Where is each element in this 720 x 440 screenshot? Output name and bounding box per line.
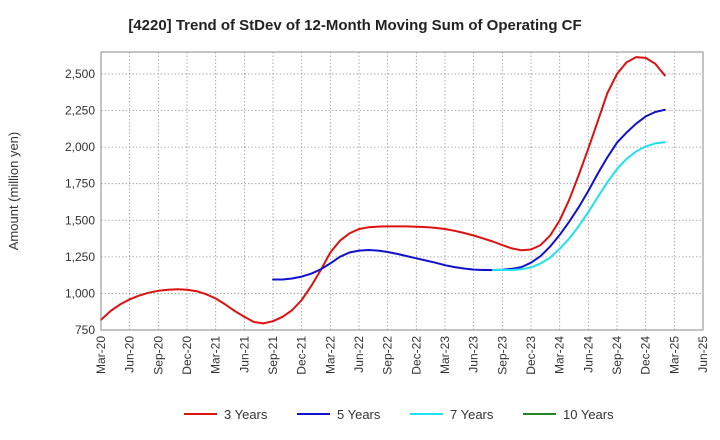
x-tick-label: Dec-21 <box>295 336 309 375</box>
series-line <box>272 108 666 281</box>
x-tick-label: Jun-22 <box>352 336 366 373</box>
legend-label: 7 Years <box>450 407 494 422</box>
legend-label: 3 Years <box>224 407 268 422</box>
x-tick-label: Mar-25 <box>667 336 681 374</box>
x-tick-labels: Mar-20 Jun-20 Sep-20 Dec-20 Mar-21 Jun-21 Sep-… <box>94 336 710 375</box>
x-tick-label: Dec-24 <box>639 336 653 375</box>
x-tick-label: Sep-24 <box>610 336 624 375</box>
plot-frame <box>100 51 704 331</box>
y-tick-label: 1,000 <box>65 286 95 300</box>
x-tick-label: Mar-20 <box>94 336 108 374</box>
series-lines <box>100 56 666 325</box>
x-tick-label: Jun-20 <box>123 336 137 373</box>
plot-area <box>101 52 703 330</box>
x-tick-label: Jun-23 <box>467 336 481 373</box>
x-tick-label: Mar-22 <box>323 336 337 374</box>
x-tick-label: Mar-24 <box>553 336 567 374</box>
x-tick-label: Mar-21 <box>209 336 223 374</box>
legend-label: 5 Years <box>337 407 381 422</box>
y-axis-label: Amount (million yen) <box>6 132 21 251</box>
x-tick-label: Sep-22 <box>381 336 395 375</box>
y-tick-label: 1,500 <box>65 213 95 227</box>
series-line <box>100 56 666 325</box>
y-tick-label: 2,500 <box>65 67 95 81</box>
x-tick-label: Sep-20 <box>151 336 165 375</box>
y-tick-label: 1,750 <box>65 177 95 191</box>
chart-title: [4220] Trend of StDev of 12-Month Moving… <box>128 17 581 34</box>
x-tick-label: Jun-25 <box>696 336 710 373</box>
x-tick-label: Dec-23 <box>524 336 538 375</box>
y-tick-labels: 750 1,000 1,250 1,500 1,750 2,000 2,250 2,500 <box>65 67 95 337</box>
x-tick-label: Dec-22 <box>409 336 423 375</box>
series-line <box>491 141 666 271</box>
y-tick-label: 2,000 <box>65 140 95 154</box>
x-tick-label: Jun-21 <box>237 336 251 373</box>
y-tick-label: 1,250 <box>65 250 95 264</box>
y-tick-label: 750 <box>75 323 95 337</box>
x-tick-label: Sep-21 <box>266 336 280 375</box>
x-tick-label: Jun-24 <box>581 336 595 373</box>
grid-lines <box>101 52 703 330</box>
x-tick-label: Mar-23 <box>438 336 452 374</box>
y-tick-label: 2,250 <box>65 104 95 118</box>
legend: 3 Years 5 Years 7 Years 10 Years <box>184 407 614 422</box>
x-tick-label: Sep-23 <box>495 336 509 375</box>
legend-label: 10 Years <box>563 407 614 422</box>
x-tick-label: Dec-20 <box>180 336 194 375</box>
